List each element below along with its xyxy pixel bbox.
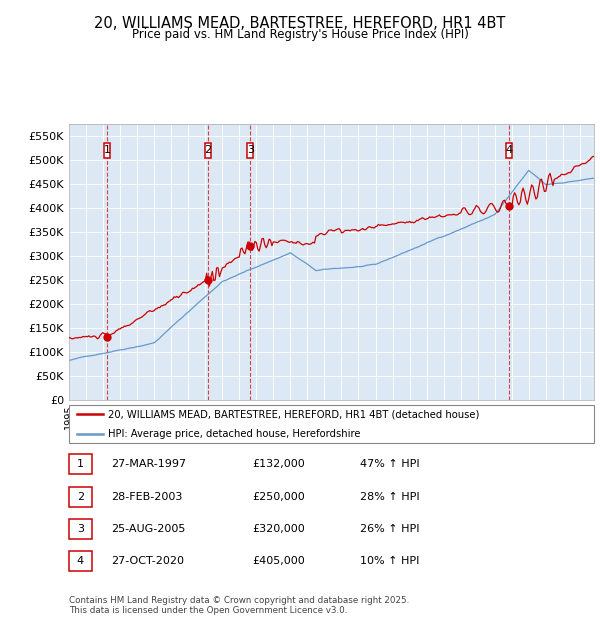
Text: 1: 1 [77, 459, 84, 469]
Text: HPI: Average price, detached house, Herefordshire: HPI: Average price, detached house, Here… [109, 428, 361, 439]
FancyBboxPatch shape [104, 143, 110, 157]
FancyBboxPatch shape [205, 143, 211, 157]
Text: 1: 1 [103, 146, 110, 156]
Text: Contains HM Land Registry data © Crown copyright and database right 2025.
This d: Contains HM Land Registry data © Crown c… [69, 596, 409, 615]
Text: 10% ↑ HPI: 10% ↑ HPI [360, 556, 419, 566]
Text: 27-OCT-2020: 27-OCT-2020 [111, 556, 184, 566]
Text: 47% ↑ HPI: 47% ↑ HPI [360, 459, 419, 469]
FancyBboxPatch shape [247, 143, 253, 157]
Text: 2: 2 [204, 146, 211, 156]
Text: 4: 4 [505, 146, 512, 156]
Text: 3: 3 [77, 524, 84, 534]
Text: 2: 2 [77, 492, 84, 502]
Text: £132,000: £132,000 [252, 459, 305, 469]
Text: £405,000: £405,000 [252, 556, 305, 566]
Text: 3: 3 [247, 146, 254, 156]
FancyBboxPatch shape [506, 143, 512, 157]
Text: 20, WILLIAMS MEAD, BARTESTREE, HEREFORD, HR1 4BT (detached house): 20, WILLIAMS MEAD, BARTESTREE, HEREFORD,… [109, 409, 480, 420]
Text: 25-AUG-2005: 25-AUG-2005 [111, 524, 185, 534]
Text: 28% ↑ HPI: 28% ↑ HPI [360, 492, 419, 502]
Text: £250,000: £250,000 [252, 492, 305, 502]
Text: 4: 4 [77, 556, 84, 566]
Text: Price paid vs. HM Land Registry's House Price Index (HPI): Price paid vs. HM Land Registry's House … [131, 28, 469, 41]
Text: 20, WILLIAMS MEAD, BARTESTREE, HEREFORD, HR1 4BT: 20, WILLIAMS MEAD, BARTESTREE, HEREFORD,… [94, 16, 506, 30]
Text: 26% ↑ HPI: 26% ↑ HPI [360, 524, 419, 534]
Text: 28-FEB-2003: 28-FEB-2003 [111, 492, 182, 502]
Text: 27-MAR-1997: 27-MAR-1997 [111, 459, 186, 469]
Text: £320,000: £320,000 [252, 524, 305, 534]
